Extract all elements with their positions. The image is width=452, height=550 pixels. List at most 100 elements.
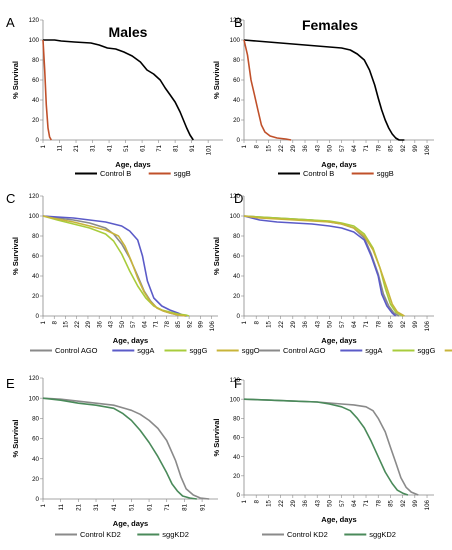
y-tick-label: 80 [32,233,39,240]
y-tick-label: 120 [230,17,241,24]
panel-letter: C [6,191,15,206]
x-axis-label: Age, days [321,515,356,524]
series-line-control-b [43,39,194,141]
x-tick-label: 85 [388,144,395,151]
x-tick-label: 81 [172,144,179,151]
panel-letter: B [234,15,243,30]
legend-label: sggA [365,346,382,355]
x-tick-label: 22 [278,499,285,506]
series-line-sgga [243,215,397,317]
chart-title: Females [302,17,358,33]
x-tick-label: 29 [85,320,92,327]
x-tick-label: 92 [400,499,407,506]
x-tick-label: 71 [363,320,370,327]
x-tick-label: 64 [351,144,358,151]
x-tick-label: 91 [189,144,196,151]
y-tick-label: 100 [29,213,40,220]
chart-panel-d: D 0 20 40 60 80 100 120 1 8 15 22 29 36 43 50 57 64 71 78 85… [212,191,452,355]
x-tick-label: 43 [314,320,321,327]
x-tick-label: 71 [363,499,370,506]
x-tick-label: 1 [40,144,47,148]
x-tick-label: 41 [111,503,118,510]
x-tick-label: 106 [424,499,431,510]
x-tick-label: 43 [314,499,321,506]
y-tick-label: 20 [32,293,39,300]
y-tick-label: 20 [32,117,39,124]
x-tick-label: 1 [40,503,47,507]
x-tick-label: 57 [339,144,346,151]
series-line-sggg [42,215,190,317]
x-axis-label: Age, days [321,160,356,169]
x-tick-label: 99 [198,320,205,327]
x-tick-label: 21 [76,503,83,510]
y-tick-label: 120 [29,193,40,200]
y-tick-label: 0 [36,496,40,503]
x-tick-label: 50 [327,499,334,506]
x-tick-label: 64 [351,320,358,327]
x-tick-label: 101 [205,144,212,155]
series-line-sggo [42,215,186,317]
x-tick-label: 22 [278,320,285,327]
series-line-sggb [243,39,292,141]
series-line-sggkd2 [42,397,197,500]
y-tick-label: 40 [233,273,240,280]
legend-label: sggG [418,346,436,355]
x-tick-label: 57 [339,320,346,327]
x-tick-label: 41 [106,144,113,151]
y-tick-label: 0 [237,313,241,320]
x-tick-label: 15 [63,320,70,327]
series-line-sggkd2 [243,398,409,496]
x-tick-label: 11 [57,144,64,151]
x-tick-label: 8 [51,320,58,324]
y-tick-label: 20 [32,476,39,483]
x-tick-label: 64 [141,320,148,327]
legend-label: sggB [377,169,394,178]
y-tick-label: 0 [36,137,40,144]
y-tick-label: 60 [32,253,39,260]
x-tick-label: 99 [412,499,419,506]
x-tick-label: 29 [290,499,297,506]
x-tick-label: 78 [164,320,171,327]
y-tick-label: 100 [29,37,40,44]
legend-label: Control B [100,169,131,178]
y-axis-label: % Survival [11,420,20,458]
y-tick-label: 120 [29,17,40,24]
legend-label: sggA [137,346,154,355]
panel-letter: D [234,191,243,206]
x-tick-label: 78 [375,320,382,327]
y-axis-label: % Survival [212,237,221,275]
x-tick-label: 22 [278,144,285,151]
y-axis-label: % Survival [212,419,221,457]
y-axis-label: % Survival [11,61,20,99]
x-tick-label: 29 [290,320,297,327]
x-axis-label: Age, days [113,519,148,528]
x-tick-label: 36 [302,499,309,506]
x-tick-label: 29 [290,144,297,151]
y-tick-label: 80 [233,416,240,423]
x-tick-label: 36 [302,144,309,151]
y-tick-label: 0 [237,137,241,144]
legend-label: sggB [174,169,191,178]
x-tick-label: 85 [175,320,182,327]
y-tick-label: 80 [233,57,240,64]
panel-letter: A [6,15,15,30]
x-tick-label: 61 [146,503,153,510]
x-tick-label: 22 [74,320,81,327]
x-tick-label: 43 [314,144,321,151]
x-tick-label: 36 [302,320,309,327]
panel-letter: E [6,376,15,391]
x-tick-label: 8 [253,144,260,148]
x-tick-label: 78 [375,144,382,151]
legend-label: Control B [303,169,334,178]
x-tick-label: 91 [199,503,206,510]
series-line-control-kd2 [42,397,210,500]
series-line-control-kd2 [243,398,419,496]
y-axis-label: % Survival [212,61,221,99]
y-tick-label: 60 [32,436,39,443]
x-tick-label: 15 [266,499,273,506]
series-line-sggg [243,215,404,317]
x-tick-label: 1 [241,499,248,503]
x-tick-label: 50 [327,144,334,151]
